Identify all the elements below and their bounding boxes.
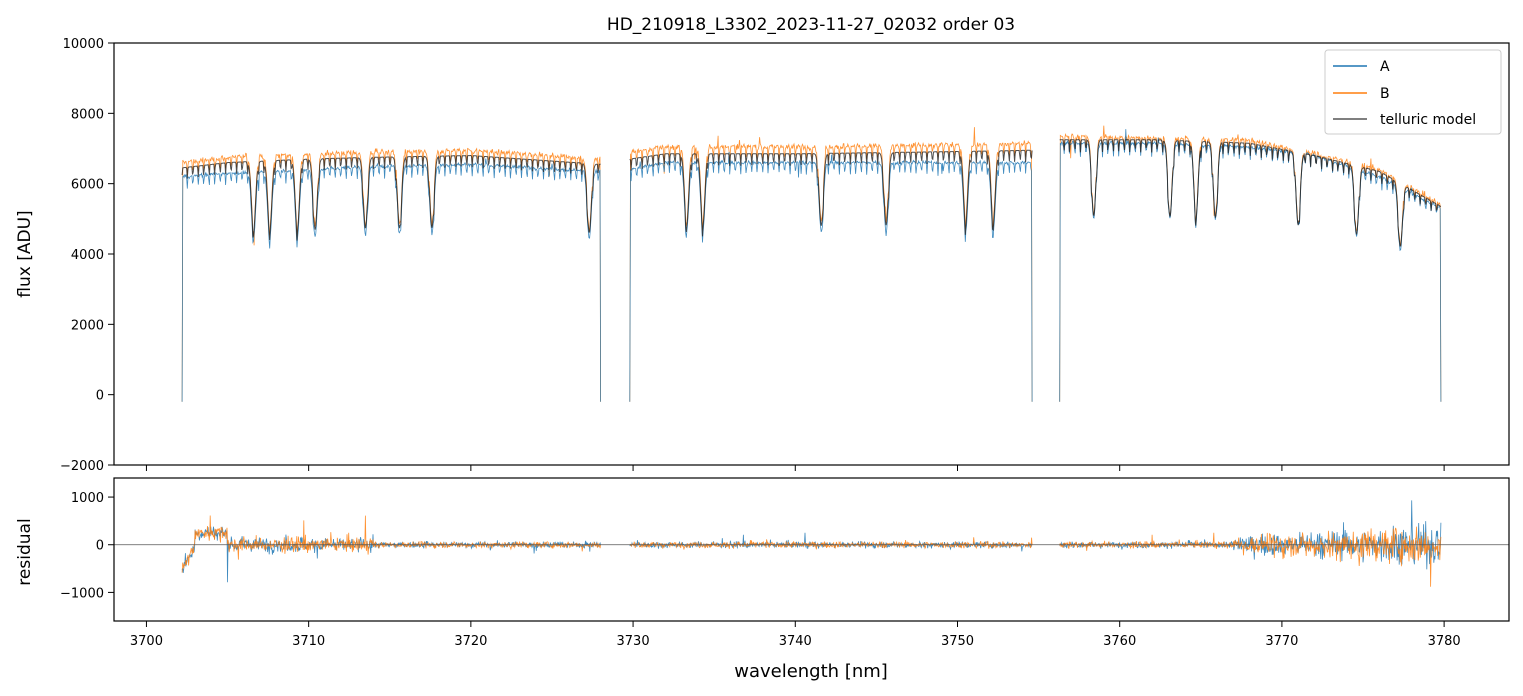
series-line-telluric	[181, 139, 1442, 247]
series-line-a	[181, 129, 1442, 402]
legend-box	[1324, 49, 1502, 135]
bottom-x-axis: 3700 3710 3720 3730 3740 3750 3760 3770 3780	[130, 621, 1461, 649]
legend-label-telluric: telluric model	[1380, 112, 1476, 128]
bottom-x-tick-label: 3730	[617, 634, 650, 649]
bottom-x-tick-label: 3760	[1103, 634, 1136, 649]
top-y-tick-label: 4000	[71, 248, 104, 263]
bottom-axes-frame	[113, 477, 1510, 622]
bottom-y-axis: −1000 0 1000	[60, 491, 114, 601]
top-y-tick-label: 10000	[63, 37, 104, 52]
bottom-y-tick-label: 0	[96, 539, 104, 554]
top-y-tick-label: 8000	[71, 107, 104, 122]
bottom-series-group	[114, 500, 1509, 587]
chart-title: HD_210918_L3302_2023-11-27_02032 order 0…	[607, 15, 1015, 35]
legend-label-a: A	[1380, 59, 1390, 75]
bottom-x-tick-label: 3710	[292, 634, 325, 649]
legend: A B telluric model	[1324, 49, 1502, 135]
top-series-group	[181, 125, 1442, 402]
bottom-x-tick-label: 3700	[130, 634, 163, 649]
bottom-x-tick-label: 3740	[779, 634, 812, 649]
top-axes-frame	[113, 42, 1510, 466]
bottom-x-tick-label: 3750	[941, 634, 974, 649]
top-x-axis	[145, 465, 1445, 471]
bottom-x-tick-label: 3780	[1428, 634, 1461, 649]
x-axis-label: wavelength [nm]	[734, 661, 888, 682]
top-y-tick-label: −2000	[60, 459, 104, 474]
top-y-tick-label: 6000	[71, 178, 104, 193]
bottom-y-label: residual	[15, 518, 35, 585]
top-y-label: flux [ADU]	[15, 210, 35, 297]
legend-label-b: B	[1380, 86, 1390, 102]
top-y-tick-label: 0	[96, 389, 104, 404]
bottom-x-tick-label: 3770	[1265, 634, 1298, 649]
bottom-x-tick-label: 3720	[454, 634, 487, 649]
top-panel: −2000 0 2000 4000 6000 8000 10000 flux [ADU] A…	[15, 37, 1510, 474]
top-y-tick-label: 2000	[71, 318, 104, 333]
bottom-y-tick-label: 1000	[71, 491, 104, 506]
bottom-y-tick-label: −1000	[60, 586, 104, 601]
top-y-axis: −2000 0 2000 4000 6000 8000 10000	[60, 37, 114, 474]
